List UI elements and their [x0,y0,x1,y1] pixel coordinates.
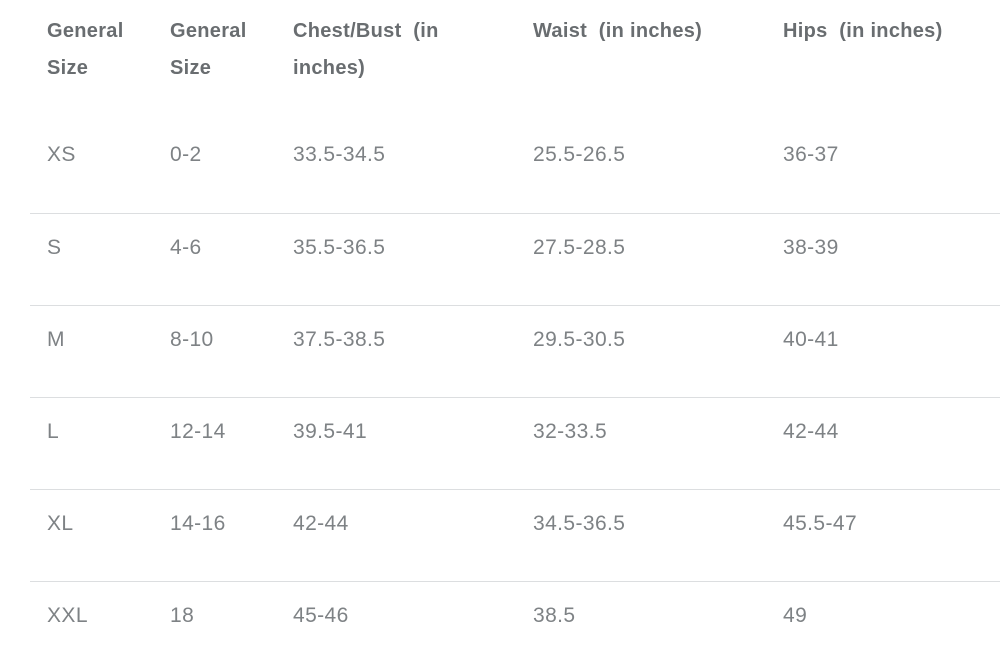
cell-general-size: M [30,305,153,398]
column-header-label: General Size [47,20,130,79]
cell-numeric-size: 8-10 [153,305,276,398]
cell-hips: 42-44 [766,397,1000,490]
column-header-hips: Hips (in inches) [766,0,1000,121]
column-header-label: Chest/Bust (in inches) [293,20,445,79]
column-header-general-size: General Size [30,0,153,121]
cell-numeric-size: 12-14 [153,397,276,490]
column-header-label: Waist (in inches) [533,20,703,42]
column-header-label: Hips (in inches) [783,20,943,42]
column-header-general-size-numeric: General Size [153,0,276,121]
cell-hips: 49 [783,603,808,627]
cell-general-size: XXL [47,603,88,627]
cell-hips: 36-37 [766,121,1000,214]
size-chart-table: General Size General Size Chest/Bust (in… [30,0,1000,669]
cell-waist: 32-33.5 [516,397,766,490]
cell-chest-bust: 45-46 [293,603,349,627]
cell-waist: 27.5-28.5 [516,213,766,306]
cell-waist: 38.5 [533,603,576,627]
cell-general-size: XL [30,489,153,582]
table-row-s: S 4-6 35.5-36.5 27.5-28.5 38-39 [30,213,1000,306]
cell-hips: 40-41 [766,305,1000,398]
cell-chest-bust: 37.5-38.5 [276,305,516,398]
cell-waist: 34.5-36.5 [516,489,766,582]
table-row-l: L 12-14 39.5-41 32-33.5 42-44 [30,397,1000,490]
cell-general-size: S [30,213,153,306]
cell-chest-bust: 33.5-34.5 [276,121,516,214]
cell-general-size: XS [30,121,153,214]
cell-numeric-size: 14-16 [153,489,276,582]
cell-numeric-size: 4-6 [153,213,276,306]
cell-chest-bust: 35.5-36.5 [276,213,516,306]
table-row-xxl: XXL 18 45-46 38.5 49 [30,581,1000,669]
table-row-xs: XS 0-2 33.5-34.5 25.5-26.5 36-37 [30,121,1000,214]
cell-waist: 29.5-30.5 [516,305,766,398]
cell-numeric-size: 0-2 [153,121,276,214]
cell-hips: 38-39 [766,213,1000,306]
column-header-label: General Size [170,20,253,79]
cell-hips: 45.5-47 [766,489,1000,582]
column-header-waist: Waist (in inches) [516,0,766,121]
cell-numeric-size: 18 [170,603,195,627]
column-header-chest-bust: Chest/Bust (in inches) [276,0,516,121]
cell-chest-bust: 39.5-41 [276,397,516,490]
cell-waist: 25.5-26.5 [516,121,766,214]
header-row: General Size General Size Chest/Bust (in… [30,0,1000,121]
cell-general-size: L [30,397,153,490]
cell-chest-bust: 42-44 [276,489,516,582]
table-row-m: M 8-10 37.5-38.5 29.5-30.5 40-41 [30,305,1000,398]
table-row-xl: XL 14-16 42-44 34.5-36.5 45.5-47 [30,489,1000,582]
